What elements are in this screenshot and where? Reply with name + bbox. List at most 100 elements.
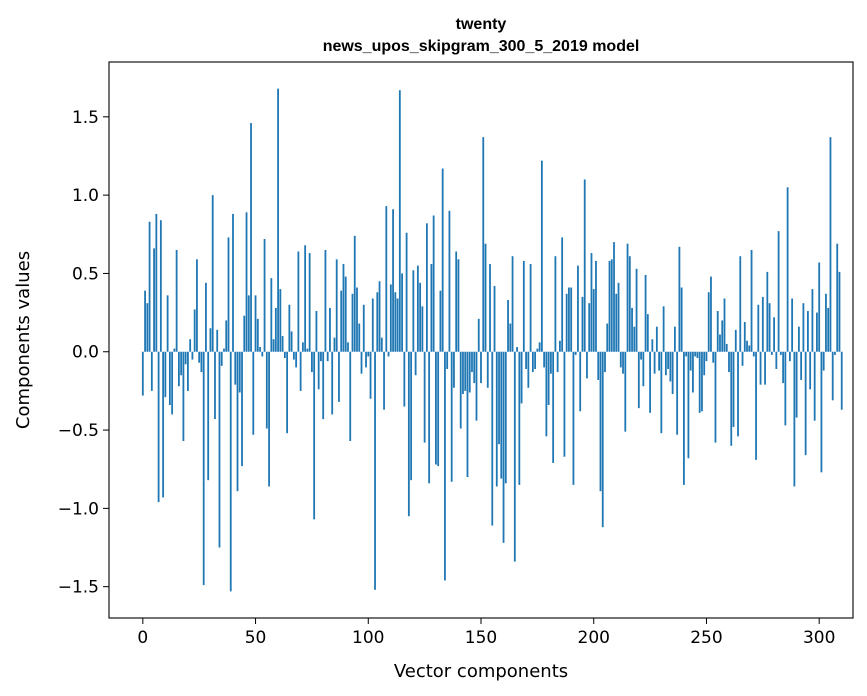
bar-73 xyxy=(306,348,309,352)
bar-141 xyxy=(459,351,462,429)
bar-135 xyxy=(446,351,449,369)
bar-76 xyxy=(313,351,316,520)
bar-282 xyxy=(777,231,780,352)
bar-274 xyxy=(759,351,762,385)
bar-157 xyxy=(495,351,498,487)
bar-98 xyxy=(362,304,365,352)
bar-1 xyxy=(144,290,146,352)
bar-34 xyxy=(218,351,221,548)
bar-38 xyxy=(227,237,230,352)
y-tick-label-6: 1.5 xyxy=(72,108,99,128)
bar-220 xyxy=(637,351,640,409)
bar-16 xyxy=(177,351,180,387)
bar-183 xyxy=(554,256,557,352)
bar-252 xyxy=(710,276,712,352)
bar-269 xyxy=(748,345,751,352)
bar-251 xyxy=(707,292,710,352)
bar-99 xyxy=(365,351,367,368)
bar-5 xyxy=(153,248,155,352)
bar-148 xyxy=(475,351,478,421)
bar-310 xyxy=(840,351,843,410)
bar-190 xyxy=(570,287,573,352)
bar-256 xyxy=(719,334,721,352)
bar-229 xyxy=(658,351,661,371)
bar-197 xyxy=(586,351,588,379)
chart-title-line-2: news_upos_skipgram_300_5_2019 model xyxy=(323,38,640,55)
bar-221 xyxy=(640,351,642,360)
bar-266 xyxy=(741,351,744,366)
bar-253 xyxy=(712,351,715,363)
bar-250 xyxy=(705,351,708,362)
bar-122 xyxy=(416,265,419,352)
bar-186 xyxy=(561,237,564,352)
bar-88 xyxy=(340,290,343,352)
bar-71 xyxy=(301,342,304,352)
bar-8 xyxy=(159,220,162,352)
bar-139 xyxy=(455,251,458,352)
bar-40 xyxy=(232,213,234,352)
bar-27 xyxy=(202,351,205,586)
bar-242 xyxy=(687,351,690,459)
bar-126 xyxy=(425,223,428,352)
bar-108 xyxy=(385,206,388,352)
bar-95 xyxy=(356,287,358,352)
bar-45 xyxy=(243,315,246,352)
bar-170 xyxy=(525,351,527,369)
bar-165 xyxy=(513,351,516,562)
bar-72 xyxy=(304,245,307,352)
bar-182 xyxy=(552,351,555,463)
bar-101 xyxy=(369,351,372,399)
bar-49 xyxy=(252,351,255,435)
bar-303 xyxy=(825,293,827,352)
bar-267 xyxy=(743,321,746,352)
bar-31 xyxy=(211,195,214,352)
bar-60 xyxy=(277,88,279,352)
bar-136 xyxy=(448,210,451,352)
bar-265 xyxy=(739,256,742,352)
bar-138 xyxy=(453,351,455,388)
bar-62 xyxy=(281,336,284,352)
bar-85 xyxy=(333,337,336,352)
bar-219 xyxy=(635,268,638,352)
bar-268 xyxy=(746,340,748,352)
bar-32 xyxy=(214,351,216,420)
bar-75 xyxy=(311,351,313,373)
bar-2 xyxy=(146,303,149,352)
bar-275 xyxy=(761,296,764,352)
bar-234 xyxy=(669,351,672,382)
bar-226 xyxy=(651,339,654,352)
bar-263 xyxy=(734,329,737,352)
bar-33 xyxy=(216,329,219,352)
bar-120 xyxy=(412,270,415,352)
bar-233 xyxy=(667,351,670,369)
bar-7 xyxy=(157,351,160,503)
bar-36 xyxy=(223,348,225,352)
bar-264 xyxy=(737,351,739,437)
bar-55 xyxy=(265,351,268,429)
bar-112 xyxy=(394,292,397,352)
bar-3 xyxy=(148,221,151,352)
bar-247 xyxy=(698,351,701,413)
bar-216 xyxy=(628,256,631,352)
bar-254 xyxy=(714,351,717,443)
bar-307 xyxy=(834,351,836,355)
bar-230 xyxy=(660,351,663,434)
bar-91 xyxy=(347,342,349,352)
bar-74 xyxy=(308,253,311,352)
bar-205 xyxy=(604,351,606,373)
bar-255 xyxy=(716,311,719,352)
bar-13 xyxy=(171,351,174,415)
bar-297 xyxy=(811,289,814,352)
bar-257 xyxy=(721,320,724,352)
bar-147 xyxy=(473,351,476,384)
bar-211 xyxy=(617,282,620,352)
bar-67 xyxy=(292,351,295,360)
bar-162 xyxy=(507,300,509,352)
y-tick-label-4: 0.5 xyxy=(72,264,99,284)
x-tick-label-1: 50 xyxy=(245,628,267,648)
bar-77 xyxy=(315,311,318,352)
bar-259 xyxy=(725,343,728,352)
bar-184 xyxy=(556,351,559,373)
bar-222 xyxy=(642,351,645,387)
y-tick-label-2: −0.5 xyxy=(58,421,99,441)
